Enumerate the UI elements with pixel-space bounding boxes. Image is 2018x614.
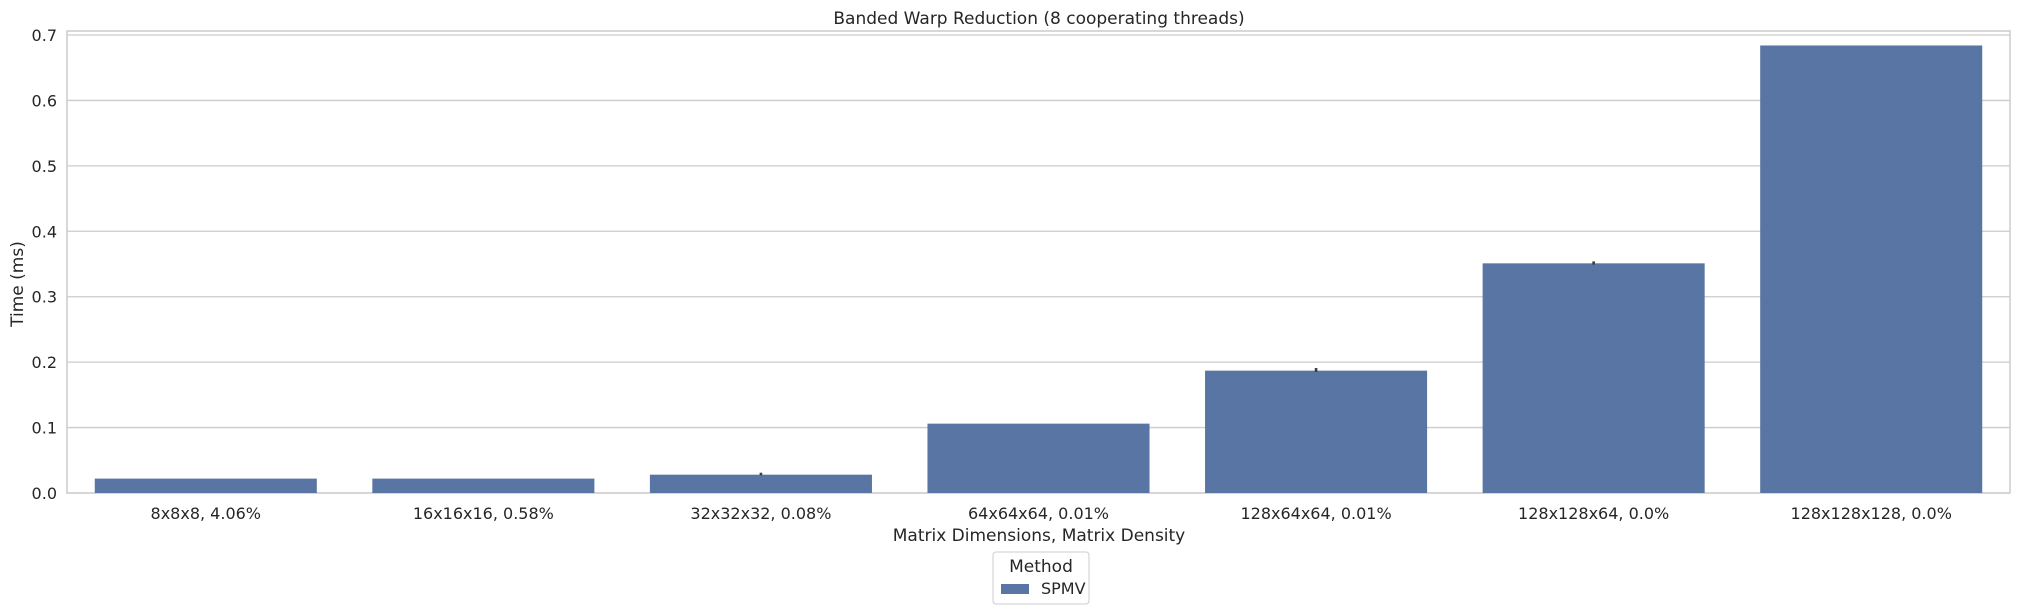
x-tick-label: 64x64x64, 0.01% bbox=[968, 504, 1109, 523]
bar-spmv bbox=[649, 474, 872, 493]
y-grid bbox=[67, 34, 2010, 494]
x-tick-label: 128x128x128, 0.0% bbox=[1791, 504, 1952, 523]
y-tick-label: 0.5 bbox=[32, 157, 57, 176]
bar-spmv bbox=[927, 423, 1150, 493]
legend: Method SPMV bbox=[992, 551, 1090, 605]
x-tick-labels: 8x8x8, 4.06% 16x16x16, 0.58% 32x32x32, 0.0… bbox=[151, 504, 1952, 523]
y-tick-label: 0.4 bbox=[32, 222, 57, 241]
x-tick-label: 32x32x32, 0.08% bbox=[690, 504, 831, 523]
y-tick-label: 0.2 bbox=[32, 353, 57, 372]
bar-spmv bbox=[372, 478, 595, 493]
bar-spmv bbox=[1760, 45, 1983, 494]
y-tick-label: 0.1 bbox=[32, 419, 57, 438]
bar-spmv bbox=[1482, 263, 1705, 493]
bar-spmv bbox=[1205, 370, 1428, 493]
x-tick-label: 16x16x16, 0.58% bbox=[413, 504, 554, 523]
y-tick-label: 0.7 bbox=[32, 26, 57, 45]
error-bars-group bbox=[759, 261, 1595, 476]
x-tick-label: 128x128x64, 0.0% bbox=[1518, 504, 1669, 523]
bars-group bbox=[94, 45, 1983, 494]
y-tick-label: 0.0 bbox=[32, 484, 57, 503]
chart-title: Banded Warp Reduction (8 cooperating thr… bbox=[833, 9, 1244, 29]
x-tick-label: 8x8x8, 4.06% bbox=[151, 504, 261, 523]
bar-spmv bbox=[94, 478, 317, 493]
y-axis-title: Time (ms) bbox=[8, 241, 28, 328]
y-tick-label: 0.6 bbox=[32, 91, 57, 110]
y-tick-label: 0.3 bbox=[32, 288, 57, 307]
legend-title: Method bbox=[1009, 557, 1073, 577]
y-tick-labels: 0.0 0.1 0.2 0.3 0.4 0.5 0.6 0.7 bbox=[32, 26, 57, 503]
legend-swatch-spmv bbox=[1001, 584, 1029, 594]
x-tick-label: 128x64x64, 0.01% bbox=[1240, 504, 1391, 523]
legend-label-spmv: SPMV bbox=[1041, 579, 1086, 598]
x-axis-title: Matrix Dimensions, Matrix Density bbox=[893, 526, 1186, 546]
